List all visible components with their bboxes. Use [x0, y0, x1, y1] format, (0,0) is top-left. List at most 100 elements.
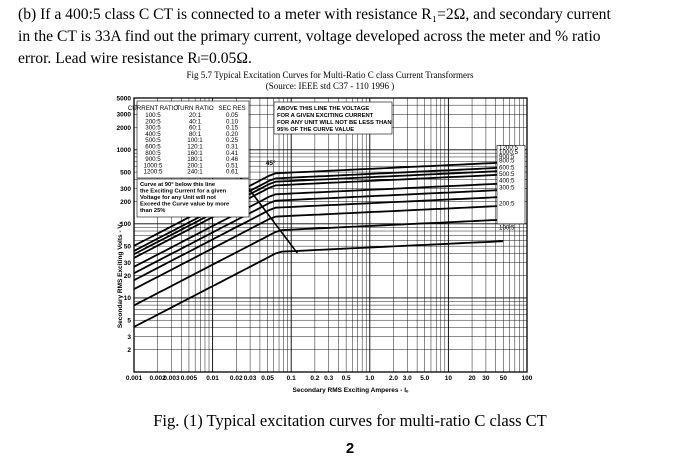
figure-source: (Source: IEEE std C37 - 110 1996 )	[265, 81, 395, 91]
table-cell: 300:5	[145, 125, 161, 132]
question-line: in the CT is 33A find out the primary cu…	[18, 28, 601, 45]
y-tick-label: 50	[124, 243, 132, 250]
series-label: 800:5	[499, 158, 515, 165]
table-cell: 500:5	[145, 137, 161, 144]
series-label: 400:5	[499, 177, 515, 184]
table-cell: 100:1	[187, 137, 203, 144]
excitation-curve	[133, 170, 504, 255]
table-cell: 60:1	[189, 125, 202, 132]
y-tick-label: 10	[124, 295, 132, 302]
y-tick-label: 30	[124, 260, 132, 267]
series-label: 300:5	[499, 184, 515, 191]
table-cell: 40:1	[189, 118, 202, 125]
x-tick-label: 3.0	[403, 375, 412, 382]
note-lower-text: the Exciting Current for a given	[140, 189, 227, 195]
table-cell: 180:1	[187, 156, 203, 163]
table-header: CURRENT RATIO	[128, 105, 178, 112]
note-lower-box	[136, 178, 250, 218]
note-lower-text: than 25%	[140, 208, 165, 214]
x-tick-label: 0.02	[230, 375, 243, 382]
table-cell: 900:5	[145, 156, 161, 163]
excitation-curve	[133, 173, 504, 259]
note-upper-text: FOR A GIVEN EXCITING CURRENT	[277, 113, 374, 119]
table-cell: 120:1	[187, 144, 203, 151]
series-label: 900:5	[499, 153, 515, 160]
table-cell: 0.15	[226, 125, 239, 132]
x-tick-label: 0.1	[287, 375, 296, 382]
note-upper-text: ABOVE THIS LINE THE VOLTAGE	[277, 106, 369, 112]
table-cell: 0.20	[226, 131, 239, 138]
excitation-curve	[133, 205, 504, 290]
table-cell: 240:1	[187, 169, 203, 176]
figure-title-block: Fig 5.7 Typical Excitation Curves for Mu…	[150, 70, 510, 92]
table-header: TURN RATIO	[176, 105, 214, 112]
figure-title: Fig 5.7 Typical Excitation Curves for Mu…	[186, 70, 474, 80]
y-tick-label: 3000	[117, 112, 132, 119]
series-label: 1200:5	[499, 144, 518, 151]
x-tick-label: 0.002	[150, 375, 167, 382]
knee-angle-label: 45°	[266, 159, 276, 167]
table-cell: 400:5	[145, 131, 161, 138]
x-tick-label: 100	[522, 375, 533, 382]
series-label: 1000:5	[499, 149, 518, 156]
series-label: 600:5	[499, 165, 515, 172]
question-line: (b) If a 400:5 class C CT is connected t…	[18, 6, 611, 23]
question-line: error. Lead wire resistance Rₗ=0.05Ω.	[18, 50, 252, 67]
y-tick-label: 500	[120, 169, 131, 176]
note-lower-text: Exceed the Curve value by more	[140, 202, 230, 208]
x-tick-label: 10	[445, 375, 453, 382]
y-tick-label: 5000	[117, 95, 132, 102]
table-cell: 20:1	[189, 112, 202, 119]
x-tick-label: 0.001	[126, 375, 143, 382]
note-upper-text: 95% OF THE CURVE VALUE	[277, 127, 354, 133]
y-tick-label: 3	[127, 334, 131, 341]
note-upper-box	[273, 101, 393, 135]
series-label: 100:5	[499, 225, 515, 232]
x-tick-label: 0.01	[206, 375, 219, 382]
y-tick-label: 5	[127, 318, 131, 325]
x-tick-label: 0.3	[324, 375, 333, 382]
excitation-chart: 0.001 0.002 0.003 0.005 0.01 0.02 0.03 0.05 0.1 0…	[112, 70, 542, 400]
x-tick-label: 0.005	[181, 375, 198, 382]
y-tick-label: 100	[120, 221, 131, 228]
x-tick-label: 0.03	[244, 375, 257, 382]
x-tick-label: 1.0	[365, 375, 374, 382]
series-label-box	[496, 144, 526, 225]
x-tick-label: 2.0	[389, 375, 398, 382]
table-cell: 160:1	[187, 150, 203, 157]
y-tick-label: 2	[127, 347, 131, 354]
note-lower-text: Voltage for any Unit will not	[140, 195, 216, 201]
table-cell: 200:1	[187, 162, 203, 169]
x-axis-label: Secondary RMS Exciting Amperes - Iₑ	[293, 387, 410, 394]
table-cell: 0.25	[226, 137, 239, 144]
x-tick-label: 0.05	[261, 375, 274, 382]
excitation-curve	[133, 189, 504, 274]
y-tick-label: 300	[120, 186, 131, 193]
y-tick-label: 1000	[117, 147, 132, 154]
x-tick-label: 0.003	[163, 375, 180, 382]
x-tick-label: 5.0	[420, 375, 429, 382]
excitation-curve	[133, 196, 504, 281]
x-tick-label: 20	[468, 375, 476, 382]
figure-caption: Fig. (1) Typical excitation curves for m…	[153, 411, 547, 430]
table-header: SEC RES	[218, 105, 245, 112]
x-tick-label: 30	[482, 375, 490, 382]
note-upper-text: FOR ANY UNIT WILL NOT BE LESS THAN	[277, 120, 392, 126]
table-cell: 0.41	[226, 150, 239, 157]
excitation-curve	[133, 240, 504, 328]
table-cell: 80:1	[189, 131, 202, 138]
table-cell: 100:5	[145, 112, 161, 119]
y-axis-label: Secondary RMS Exciting Volts - Vₛ	[117, 221, 124, 328]
table-cell: 0.51	[226, 162, 239, 169]
table-cell: 0.31	[226, 144, 239, 151]
table-cell: 1000:5	[144, 162, 163, 169]
page-number: 2	[345, 440, 355, 457]
table-cell: 1200:5	[144, 169, 163, 176]
excitation-curve	[133, 182, 504, 268]
table-cell: 0.10	[226, 118, 239, 125]
excitation-curve	[133, 166, 504, 252]
series-label: 200:5	[499, 201, 515, 208]
table-cell: 0.46	[226, 156, 239, 163]
y-tick-label: 20	[124, 273, 132, 280]
